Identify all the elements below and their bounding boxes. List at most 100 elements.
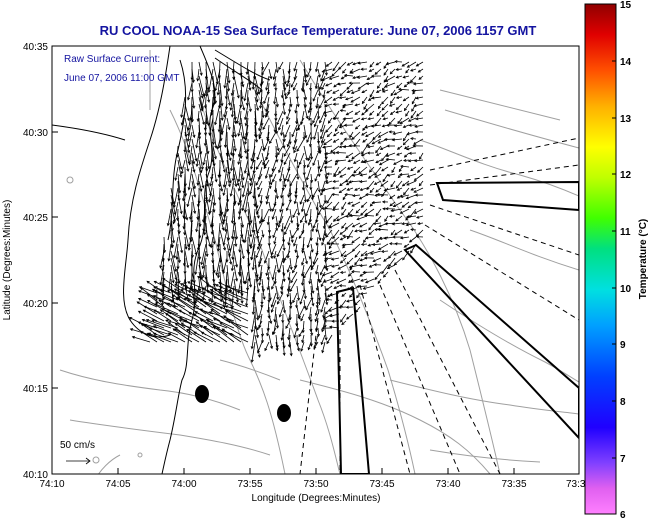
current-vector: [397, 187, 403, 191]
current-vector: [369, 110, 375, 116]
current-vector: [261, 334, 263, 343]
current-vector-head: [227, 102, 232, 107]
current-vector: [376, 236, 382, 243]
current-vector-head: [265, 196, 269, 200]
current-vector-head: [266, 91, 270, 95]
current-vector: [242, 173, 249, 197]
colorbar-tick: 8: [620, 397, 626, 408]
current-vector-head: [140, 287, 144, 291]
current-vector-head: [349, 267, 353, 271]
current-vector-head: [354, 187, 358, 191]
current-vector-head: [183, 297, 188, 301]
current-vector: [317, 229, 321, 241]
current-vector-head: [374, 193, 378, 197]
current-vector: [374, 166, 382, 176]
current-vector-head: [229, 107, 233, 111]
current-vector: [416, 229, 424, 237]
current-vector: [347, 61, 354, 66]
current-vector: [397, 194, 403, 199]
current-vector-head: [165, 313, 169, 316]
current-vector: [212, 61, 219, 84]
current-vector: [283, 215, 291, 230]
current-vector-head: [298, 333, 302, 338]
current-vector: [317, 327, 319, 337]
current-vector: [254, 271, 259, 292]
current-vector: [278, 159, 284, 173]
current-vector: [410, 187, 417, 191]
current-vector-head: [325, 267, 329, 272]
current-vector-head: [257, 246, 260, 250]
current-vector-head: [323, 165, 327, 169]
current-vector: [272, 173, 277, 182]
current-vector: [282, 299, 286, 313]
current-vector-head: [194, 252, 198, 256]
current-vector-head: [322, 111, 327, 115]
current-vector-head: [393, 162, 397, 165]
current-vector: [226, 187, 229, 202]
current-vector-head: [291, 235, 295, 239]
current-vector: [351, 131, 361, 140]
current-vector-head: [258, 136, 262, 140]
current-vector: [184, 229, 190, 247]
current-vector-head: [396, 187, 400, 191]
current-vector: [289, 103, 291, 112]
current-vector-head: [349, 294, 353, 298]
current-vector: [204, 215, 207, 235]
current-vector-head: [235, 278, 239, 282]
current-vector-head: [330, 257, 335, 261]
current-vector-head: [290, 220, 294, 224]
current-vector: [303, 68, 307, 83]
current-vector: [204, 117, 207, 131]
current-vector-head: [273, 255, 277, 259]
current-vector: [384, 215, 389, 222]
current-vector: [282, 236, 285, 251]
current-vector: [360, 173, 368, 176]
current-vector: [406, 222, 417, 226]
colorbar: 15 14 13 12 11 10 9 8 7 6 Temperature (°…: [584, 0, 649, 519]
current-vector-head: [202, 228, 206, 232]
current-vector: [361, 152, 368, 156]
current-vector: [265, 110, 270, 118]
current-vector: [197, 201, 200, 220]
current-vector-head: [338, 305, 342, 309]
current-vector: [204, 131, 207, 146]
current-vector: [170, 215, 173, 231]
current-vector: [324, 257, 328, 271]
current-vector-head: [345, 97, 349, 101]
current-vector: [321, 320, 326, 332]
current-vector-head: [324, 311, 328, 315]
current-vector-head: [356, 295, 360, 299]
current-vector: [333, 96, 340, 101]
current-vector-head: [325, 298, 329, 302]
current-vector: [187, 110, 193, 131]
current-vector: [287, 243, 291, 258]
current-vector-head: [304, 79, 308, 84]
current-vector: [238, 145, 242, 157]
current-vector: [265, 166, 270, 179]
current-vector: [390, 96, 396, 104]
y-tick: 40:25: [23, 213, 48, 224]
current-vector: [238, 152, 242, 165]
current-vector-head: [283, 226, 287, 230]
current-vector: [142, 319, 165, 329]
current-vector-head: [357, 86, 361, 90]
current-vector-head: [286, 116, 290, 120]
current-vector-head: [381, 107, 385, 111]
current-vector-head: [324, 72, 328, 76]
current-vector: [307, 159, 312, 168]
current-vector-head: [301, 282, 305, 286]
current-vector: [261, 278, 264, 292]
current-vector-head: [349, 134, 353, 139]
current-vector: [184, 103, 190, 121]
current-vector: [350, 68, 361, 74]
current-vector-head: [328, 225, 332, 229]
current-vector-head: [212, 102, 216, 106]
current-vector: [226, 152, 230, 175]
current-vector: [378, 131, 389, 138]
current-vector: [219, 322, 242, 336]
current-vector: [261, 103, 264, 118]
current-vector: [386, 158, 396, 161]
current-vector: [326, 89, 333, 94]
current-vector-head: [363, 256, 368, 260]
current-vector-head: [379, 147, 383, 150]
